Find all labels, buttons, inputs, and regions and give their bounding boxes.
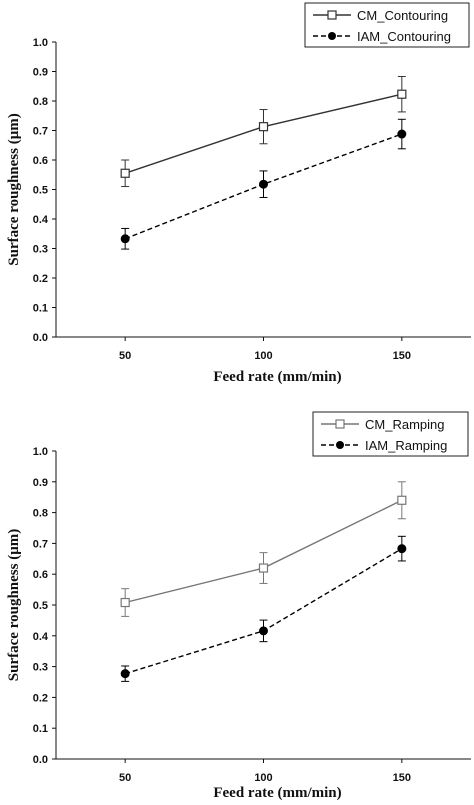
legend-label: CM_Ramping: [365, 417, 444, 432]
legend-marker: [336, 441, 344, 449]
data-point: [397, 89, 407, 99]
y-tick-label: 0.5: [33, 600, 48, 612]
y-tick-label: 1.0: [33, 37, 48, 49]
series-line: [124, 499, 403, 604]
x-axis-title: Feed rate (mm/min): [213, 785, 341, 801]
x-tick-label: 150: [393, 350, 411, 362]
y-axis-title: Surface roughness (μm): [6, 113, 22, 265]
y-tick-label: 0.0: [33, 332, 48, 344]
series-2: [120, 535, 407, 682]
legend-label: IAM_Ramping: [365, 438, 447, 453]
legend-label: CM_Contouring: [357, 8, 448, 23]
data-point: [258, 122, 269, 132]
y-tick-label: 0.7: [33, 126, 48, 138]
series-1: [120, 481, 407, 617]
chart-1: 0.0 0.1 0.2 0.3 0.4 0.5 0.6 0.7 0.8 0.9 1.0 50 100 15…: [6, 2, 471, 385]
y-tick-label: 0.8: [33, 96, 48, 108]
x-axis-title: Feed rate (mm/min): [213, 369, 341, 385]
y-tick-label: 0.0: [33, 754, 48, 766]
y-tick-label: 0.1: [33, 303, 48, 315]
y-tick-label: 0.7: [33, 538, 48, 550]
y-tick-label: 0.4: [33, 214, 49, 226]
data-point: [259, 179, 268, 189]
y-tick-label: 0.1: [33, 723, 48, 735]
series-1: [120, 76, 407, 188]
x-tick-label: 50: [119, 772, 131, 784]
data-point: [397, 544, 407, 554]
y-tick-label: 0.4: [33, 631, 49, 643]
y-tick-label: 0.3: [33, 662, 48, 674]
y-tick-label: 0.9: [33, 477, 48, 489]
x-tick-label: 150: [393, 772, 411, 784]
legend-marker: [335, 419, 345, 429]
x-tick-label: 50: [119, 350, 131, 362]
series-2: [120, 118, 407, 250]
data-point: [120, 168, 130, 178]
y-tick-label: 0.2: [33, 692, 48, 704]
legend-marker: [328, 32, 336, 40]
y-tick-label: 0.9: [33, 67, 48, 79]
y-tick-label: 0.5: [33, 185, 48, 197]
data-point: [120, 597, 130, 608]
y-tick-label: 0.8: [33, 508, 48, 520]
data-point: [259, 626, 268, 636]
legend-label: IAM_Contouring: [357, 29, 451, 44]
legend: CM_Contouring IAM_Contouring: [304, 2, 470, 48]
x-tick-label: 100: [254, 772, 272, 784]
data-point: [120, 234, 130, 244]
data-point: [397, 129, 407, 139]
y-tick-label: 0.6: [33, 155, 48, 167]
y-tick-label: 0.3: [33, 244, 48, 256]
legend-marker: [327, 10, 337, 20]
data-point: [397, 495, 407, 505]
y-tick-label: 1.0: [33, 446, 48, 458]
data-point: [120, 669, 130, 679]
x-tick-label: 100: [254, 350, 272, 362]
y-tick-label: 0.6: [33, 569, 48, 581]
data-point: [258, 563, 269, 573]
chart-2: 0.0 0.1 0.2 0.3 0.4 0.5 0.6 0.7 0.8 0.9 1.0 50 100 15…: [6, 411, 471, 801]
y-tick-label: 0.2: [33, 273, 48, 285]
y-axis-title: Surface roughness (μm): [6, 529, 22, 681]
legend: CM_Ramping IAM_Ramping: [312, 411, 469, 457]
